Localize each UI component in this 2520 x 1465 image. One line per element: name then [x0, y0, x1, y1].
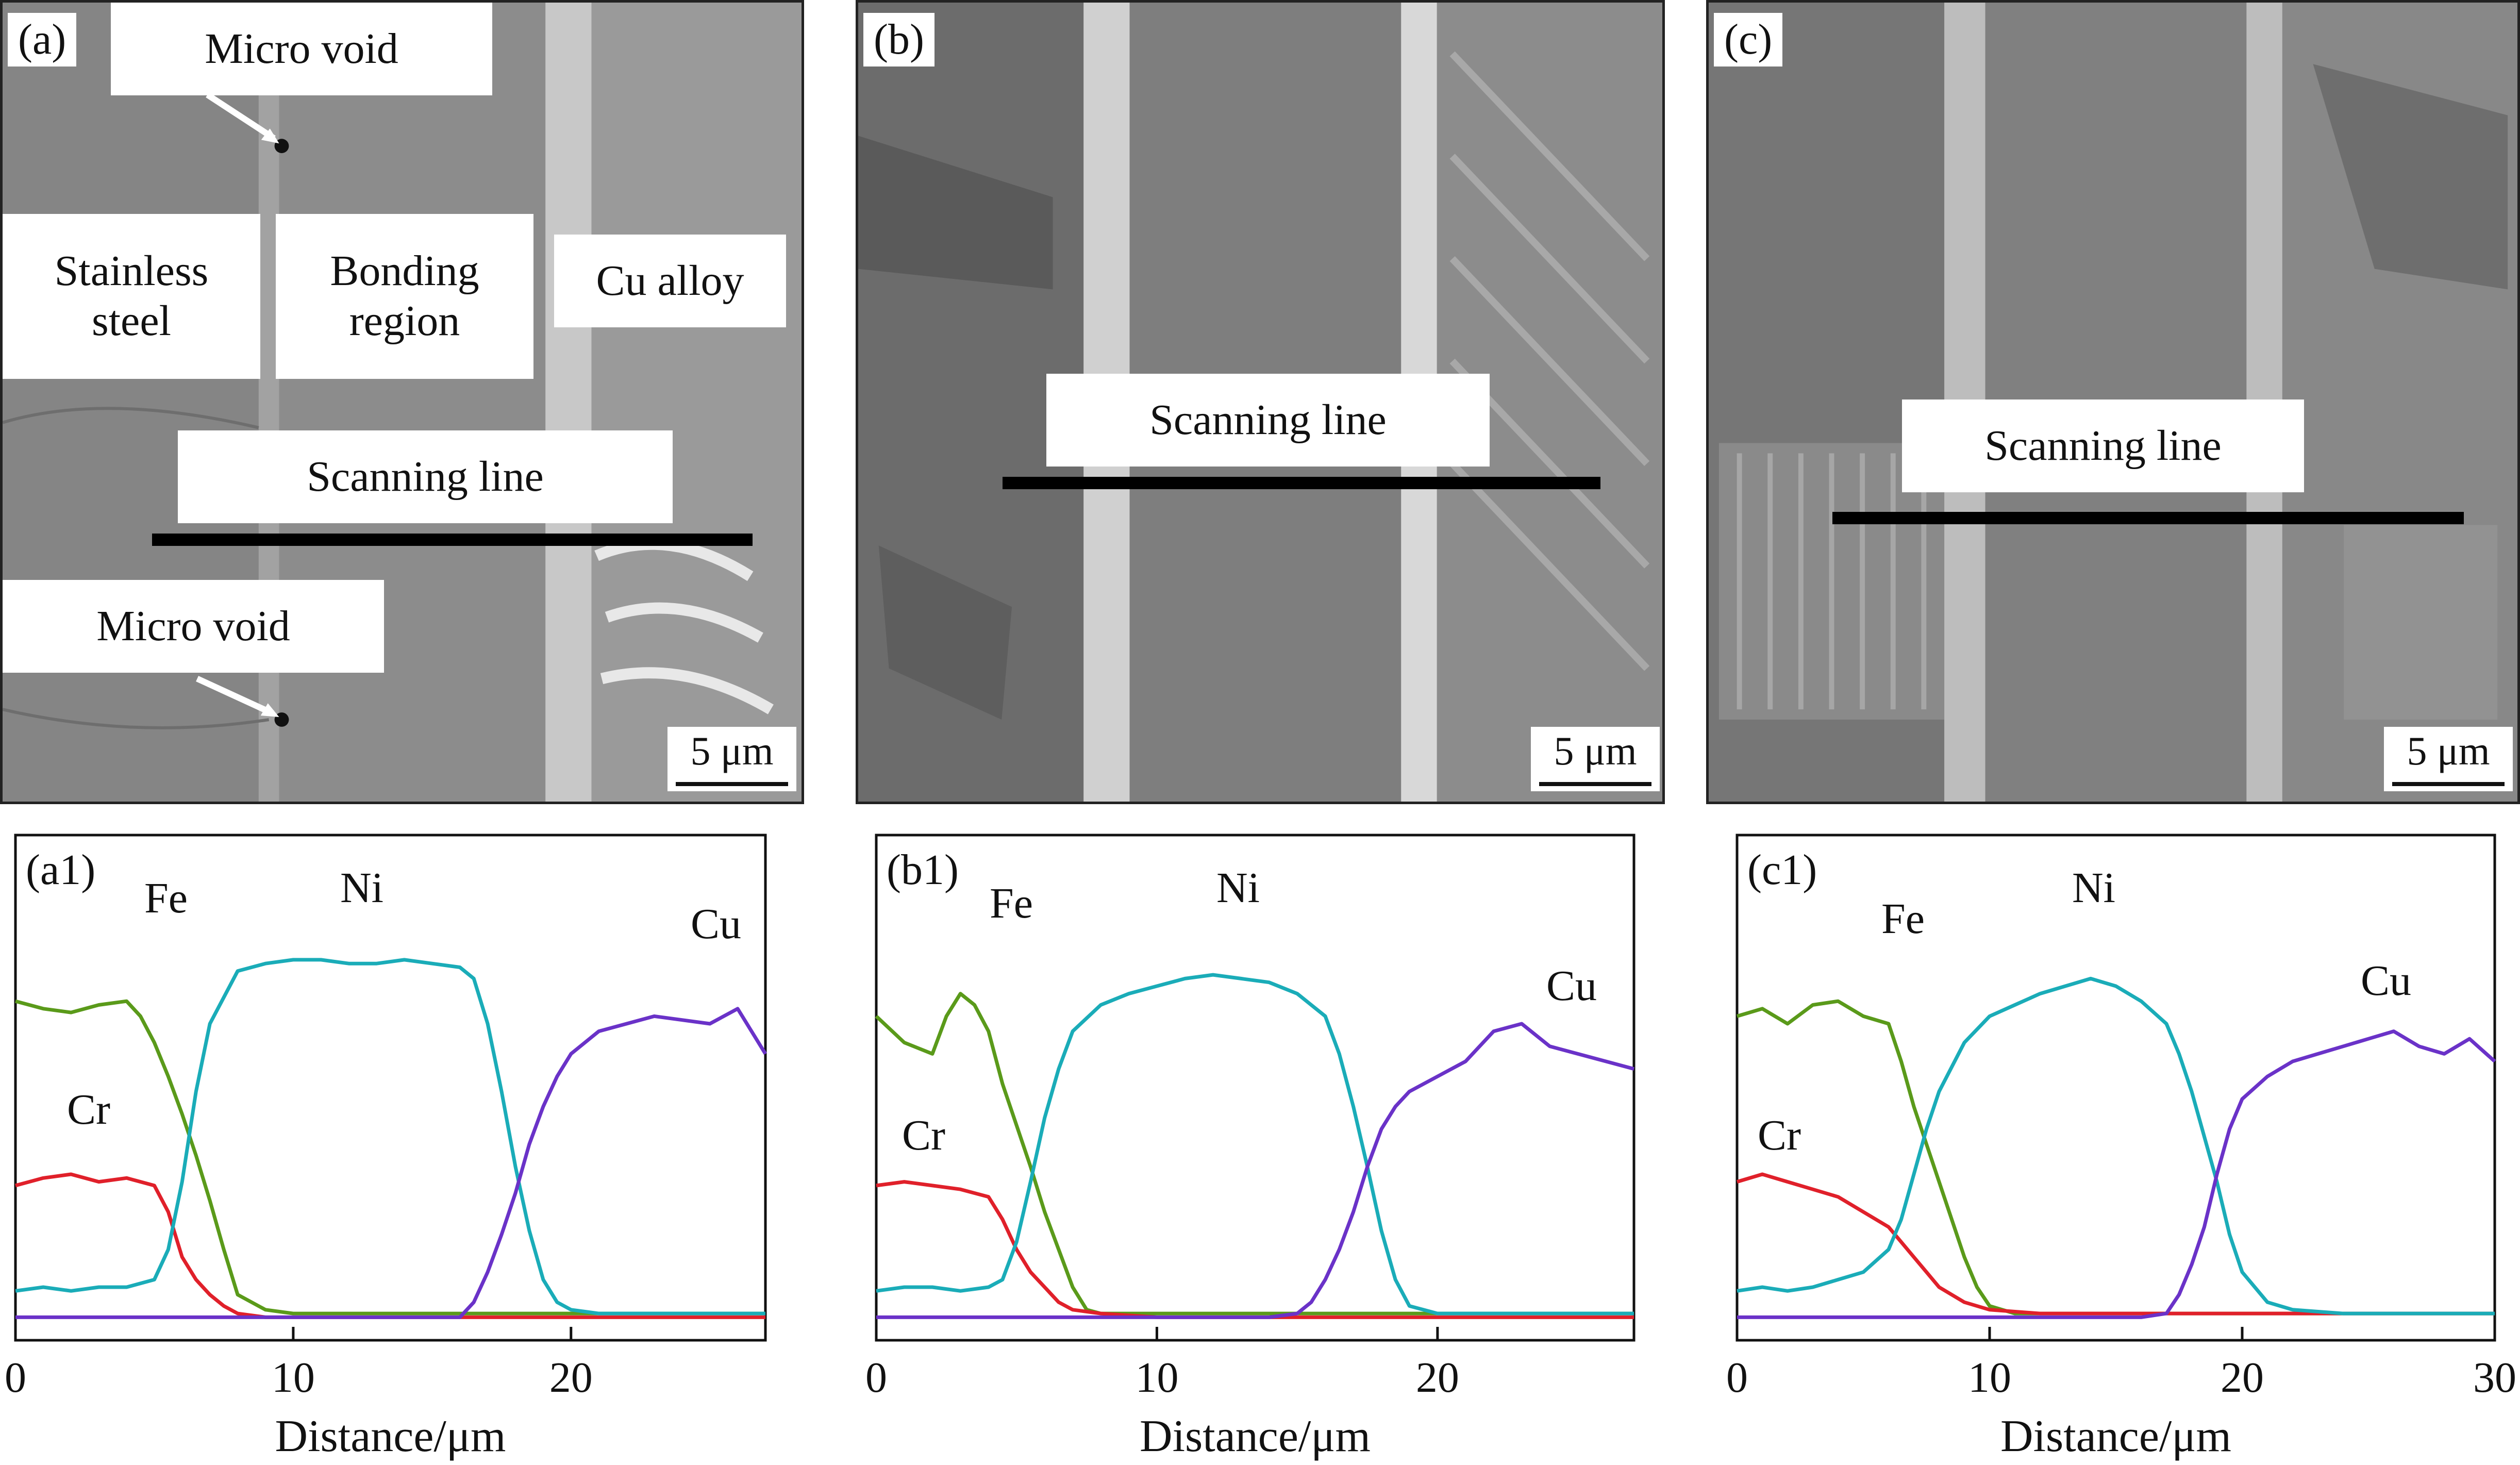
x-tick-label: 10	[1968, 1354, 2011, 1402]
x-axis-title: Distance/μm	[1140, 1411, 1371, 1461]
scale-bar-a-line	[676, 782, 788, 786]
label-micro-void-top: Micro void	[111, 3, 492, 95]
x-tick-label: 0	[1726, 1354, 1748, 1402]
scale-bar-a-label: 5 μm	[690, 728, 774, 773]
plot-frame	[14, 834, 767, 1342]
label-scanning-line-a: Scanning line	[178, 430, 673, 523]
x-axis-title: Distance/μm	[2000, 1411, 2231, 1461]
x-tick-label: 20	[2221, 1354, 2264, 1402]
panel-tag-a: (a)	[8, 13, 77, 67]
series-line-cr	[15, 1172, 765, 1319]
series-label-ni: Ni	[2072, 864, 2115, 912]
series-label-fe: Fe	[1881, 895, 1925, 943]
micrograph-a-image	[3, 3, 802, 802]
series-line-cr	[876, 1180, 1634, 1319]
series-line-cu	[15, 1007, 767, 1319]
series-line-fe	[15, 999, 765, 1316]
scan-line-c	[1832, 512, 2464, 524]
series-line-cu	[1737, 1029, 2496, 1319]
scan-line-a	[152, 534, 753, 546]
series-line-fe	[875, 992, 1634, 1316]
series-label-fe: Fe	[144, 874, 188, 922]
label-bonding-region: Bonding region	[276, 214, 533, 379]
chart-c1-svg: Fe Cr Ni Cu (c1) 0 10 20 30 Distance/μm	[1726, 834, 2516, 1461]
scale-bar-b: 5 μm	[1531, 727, 1660, 791]
scan-line-b	[1003, 477, 1600, 489]
micrograph-b: (b) Scanning line 5 μm	[856, 0, 1665, 804]
chart-b1-svg: Fe Cr Ni Cu (b1) 0 10 20 Distance/μm	[865, 834, 1636, 1461]
series-label-cu: Cu	[691, 900, 741, 948]
chart-b1: Fe Cr Ni Cu (b1) 0 10 20 Distance/μm	[856, 825, 1665, 1465]
scale-bar-a: 5 μm	[667, 727, 796, 791]
series-label-cr: Cr	[1758, 1111, 1801, 1159]
series-line-cr	[1737, 1172, 2495, 1316]
series-label-cu: Cu	[1546, 962, 1597, 1010]
x-axis-title: Distance/μm	[275, 1411, 506, 1461]
series-line-ni	[15, 958, 765, 1316]
chart-a1: Fe Cr Ni Cu (a1) 0 10 20 Distance/μm	[0, 825, 804, 1465]
micrograph-c: (c) Scanning line 5 μm	[1706, 0, 2520, 804]
series-label-cu: Cu	[2361, 957, 2411, 1005]
scale-bar-b-line	[1539, 782, 1651, 786]
x-tick-label: 20	[549, 1354, 593, 1402]
plot-frame	[1735, 834, 2496, 1342]
series-label-cr: Cr	[67, 1086, 110, 1134]
label-scanning-line-c: Scanning line	[1902, 399, 2304, 492]
series-label-cr: Cr	[902, 1111, 945, 1159]
x-tick-label: 10	[272, 1354, 315, 1402]
series-label-ni: Ni	[340, 864, 383, 912]
micrograph-a: (a) Micro void Stainless steel Bonding r…	[0, 0, 804, 804]
panel-tag-b: (b)	[863, 13, 934, 67]
chart-a1-svg: Fe Cr Ni Cu (a1) 0 10 20 Distance/μm	[5, 834, 767, 1461]
label-stainless-steel: Stainless steel	[3, 214, 260, 379]
series-label-ni: Ni	[1216, 864, 1260, 912]
chart-panel-tag: (b1)	[887, 846, 959, 894]
label-cu-alloy: Cu alloy	[554, 235, 786, 327]
scale-bar-c-label: 5 μm	[2407, 728, 2490, 773]
x-tick-label: 10	[1135, 1354, 1178, 1402]
series-line-ni	[1737, 976, 2495, 1316]
x-tick-label: 0	[5, 1354, 26, 1402]
chart-c1: Fe Cr Ni Cu (c1) 0 10 20 30 Distance/μm	[1706, 825, 2520, 1465]
x-tick-label: 20	[1416, 1354, 1459, 1402]
x-tick-label: 0	[865, 1354, 887, 1402]
series-line-ni	[876, 973, 1634, 1316]
scale-bar-c-line	[2392, 782, 2505, 786]
series-label-fe: Fe	[990, 879, 1033, 927]
x-tick-label: 30	[2473, 1354, 2516, 1402]
scale-bar-c: 5 μm	[2384, 727, 2513, 791]
label-scanning-line-b: Scanning line	[1046, 374, 1490, 467]
series-line-cu	[876, 1022, 1634, 1319]
scale-bar-b-label: 5 μm	[1554, 728, 1637, 773]
chart-panel-tag: (c1)	[1747, 846, 1817, 894]
panel-tag-c: (c)	[1714, 13, 1783, 67]
label-micro-void-bottom: Micro void	[3, 580, 384, 673]
chart-panel-tag: (a1)	[26, 846, 95, 894]
